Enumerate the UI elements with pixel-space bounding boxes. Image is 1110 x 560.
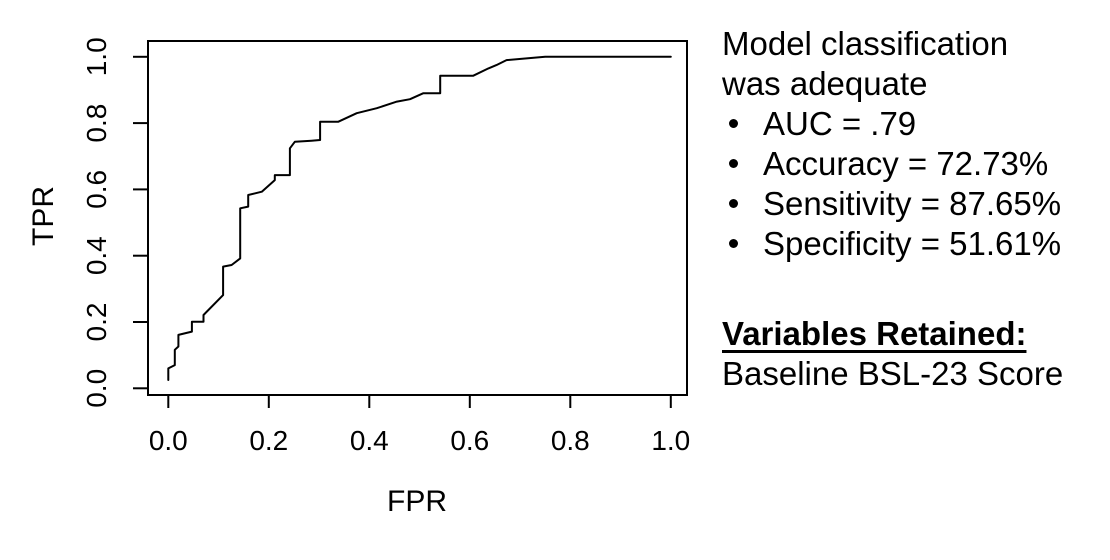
y-tick-label: 0.4: [81, 236, 112, 275]
annotation-panel: Model classification was adequate AUC = …: [722, 24, 1104, 394]
x-axis-ticks: 0.0 0.2 0.4 0.6 0.8 1.0: [149, 395, 690, 456]
y-axis-ticks: 0.0 0.2 0.4 0.6 0.8 1.0: [81, 37, 148, 408]
variables-retained-heading: Variables Retained:: [722, 315, 1027, 352]
x-tick-label: 0.2: [249, 425, 288, 456]
variables-retained-value: Baseline BSL-23 Score: [722, 355, 1064, 392]
y-tick-label: 1.0: [81, 37, 112, 76]
metric-item-accuracy: Accuracy = 72.73%: [722, 144, 1104, 184]
metric-item-sensitivity: Sensitivity = 87.65%: [722, 184, 1104, 224]
y-tick-label: 0.8: [81, 104, 112, 143]
metrics-list: AUC = .79 Accuracy = 72.73% Sensitivity …: [722, 104, 1104, 264]
roc-plot: 0.0 0.2 0.4 0.6 0.8 1.0 0.0 0.2 0.4 0.6 0.8 1.0 FP…: [27, 37, 690, 518]
annotation-spacer: [722, 264, 1104, 314]
metric-item-specificity: Specificity = 51.61%: [722, 224, 1104, 264]
y-tick-label: 0.2: [81, 303, 112, 342]
annotation-heading-line-1: Model classification: [722, 25, 1009, 62]
x-tick-label: 0.6: [450, 425, 489, 456]
x-axis-label: FPR: [387, 485, 447, 518]
y-axis-label: TPR: [27, 186, 60, 246]
annotation-heading-line-2: was adequate: [722, 65, 928, 102]
plot-box: [147, 40, 688, 396]
x-tick-label: 0.0: [149, 425, 188, 456]
y-tick-label: 0.0: [81, 369, 112, 408]
x-tick-label: 0.4: [350, 425, 389, 456]
x-tick-label: 1.0: [651, 425, 690, 456]
roc-curve: [167, 55, 672, 381]
x-tick-label: 0.8: [551, 425, 590, 456]
metric-item-auc: AUC = .79: [722, 104, 1104, 144]
y-tick-label: 0.6: [81, 170, 112, 209]
